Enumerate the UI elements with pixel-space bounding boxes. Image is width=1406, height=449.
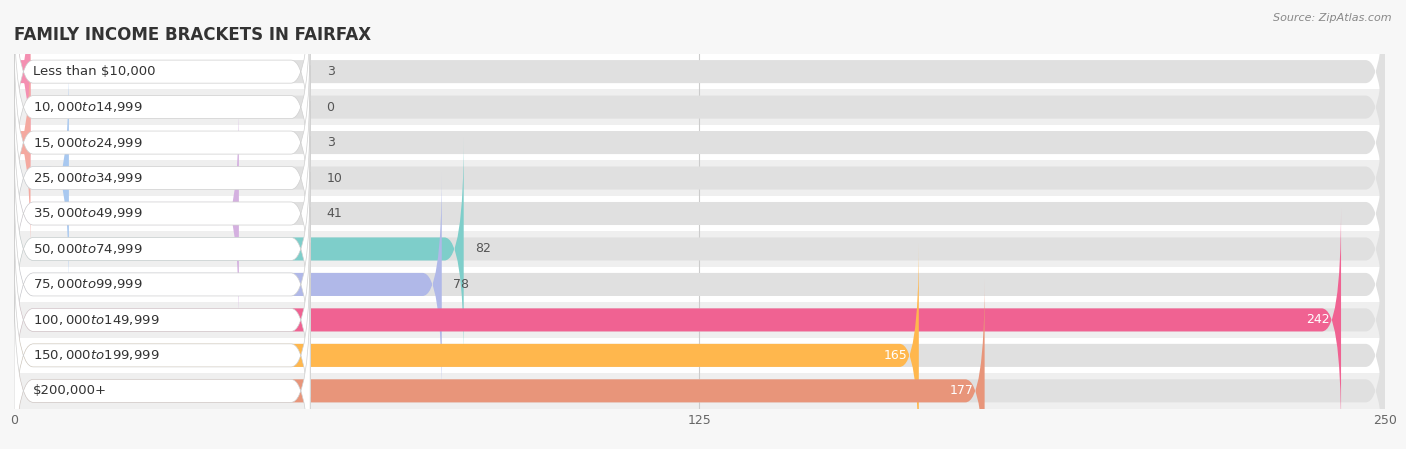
Bar bbox=[14, 160, 1385, 196]
Text: 165: 165 bbox=[884, 349, 908, 362]
FancyBboxPatch shape bbox=[14, 30, 311, 255]
FancyBboxPatch shape bbox=[14, 172, 1385, 397]
FancyBboxPatch shape bbox=[14, 136, 1385, 361]
Bar bbox=[14, 196, 1385, 231]
Bar bbox=[14, 89, 1385, 125]
FancyBboxPatch shape bbox=[14, 101, 1385, 326]
FancyBboxPatch shape bbox=[14, 0, 311, 220]
FancyBboxPatch shape bbox=[11, 30, 34, 255]
Text: 41: 41 bbox=[326, 207, 343, 220]
FancyBboxPatch shape bbox=[14, 243, 1385, 449]
Text: $150,000 to $199,999: $150,000 to $199,999 bbox=[34, 348, 160, 362]
FancyBboxPatch shape bbox=[14, 207, 311, 432]
FancyBboxPatch shape bbox=[14, 207, 1341, 432]
FancyBboxPatch shape bbox=[14, 278, 311, 449]
FancyBboxPatch shape bbox=[14, 0, 1385, 220]
Text: 10: 10 bbox=[326, 172, 343, 185]
Bar bbox=[14, 267, 1385, 302]
Text: $15,000 to $24,999: $15,000 to $24,999 bbox=[34, 136, 143, 150]
FancyBboxPatch shape bbox=[14, 172, 441, 397]
Bar bbox=[14, 338, 1385, 373]
FancyBboxPatch shape bbox=[14, 136, 464, 361]
Text: 0: 0 bbox=[326, 101, 335, 114]
FancyBboxPatch shape bbox=[14, 243, 920, 449]
FancyBboxPatch shape bbox=[14, 0, 1385, 184]
FancyBboxPatch shape bbox=[14, 66, 1385, 291]
Bar bbox=[14, 373, 1385, 409]
Text: $100,000 to $149,999: $100,000 to $149,999 bbox=[34, 313, 160, 327]
Bar bbox=[14, 125, 1385, 160]
FancyBboxPatch shape bbox=[14, 136, 311, 361]
Text: $35,000 to $49,999: $35,000 to $49,999 bbox=[34, 207, 143, 220]
FancyBboxPatch shape bbox=[14, 278, 1385, 449]
Text: 242: 242 bbox=[1306, 313, 1330, 326]
Text: $200,000+: $200,000+ bbox=[34, 384, 107, 397]
Text: FAMILY INCOME BRACKETS IN FAIRFAX: FAMILY INCOME BRACKETS IN FAIRFAX bbox=[14, 26, 371, 44]
Text: $75,000 to $99,999: $75,000 to $99,999 bbox=[34, 277, 143, 291]
Text: Less than $10,000: Less than $10,000 bbox=[34, 65, 156, 78]
Text: 78: 78 bbox=[453, 278, 468, 291]
FancyBboxPatch shape bbox=[14, 101, 311, 326]
Bar bbox=[14, 302, 1385, 338]
FancyBboxPatch shape bbox=[11, 0, 34, 184]
FancyBboxPatch shape bbox=[14, 101, 239, 326]
Text: $50,000 to $74,999: $50,000 to $74,999 bbox=[34, 242, 143, 256]
Text: $10,000 to $14,999: $10,000 to $14,999 bbox=[34, 100, 143, 114]
FancyBboxPatch shape bbox=[14, 207, 1385, 432]
FancyBboxPatch shape bbox=[14, 278, 984, 449]
FancyBboxPatch shape bbox=[14, 172, 311, 397]
Text: 3: 3 bbox=[326, 136, 335, 149]
Text: $25,000 to $34,999: $25,000 to $34,999 bbox=[34, 171, 143, 185]
Text: 177: 177 bbox=[950, 384, 974, 397]
FancyBboxPatch shape bbox=[14, 66, 69, 291]
FancyBboxPatch shape bbox=[14, 66, 311, 291]
FancyBboxPatch shape bbox=[14, 243, 311, 449]
Bar bbox=[14, 54, 1385, 89]
Text: Source: ZipAtlas.com: Source: ZipAtlas.com bbox=[1274, 13, 1392, 23]
Bar bbox=[14, 231, 1385, 267]
Text: 3: 3 bbox=[326, 65, 335, 78]
FancyBboxPatch shape bbox=[14, 0, 311, 184]
FancyBboxPatch shape bbox=[14, 30, 1385, 255]
Text: 82: 82 bbox=[475, 242, 491, 255]
